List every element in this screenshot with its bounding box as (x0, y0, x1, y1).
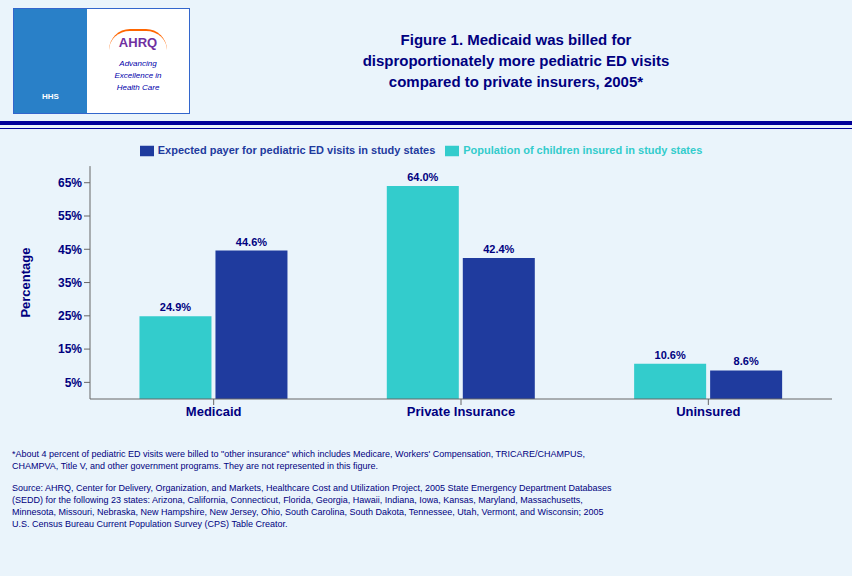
svg-text:24.9%: 24.9% (160, 301, 191, 313)
svg-text:8.6%: 8.6% (734, 355, 759, 367)
html-text:Expected payer for pediatric E: Expected payer for pediatric ED visits i… (157, 144, 436, 156)
svg-text:5%: 5% (65, 376, 83, 390)
html-text:Population of children insured: Population of children insured in study … (463, 144, 703, 156)
html-text:AHRQ: AHRQ (118, 34, 158, 50)
svg-text:64.0%: 64.0% (407, 171, 438, 183)
html-text:Advancing: Advancing (119, 58, 157, 68)
html-text:HHS: HHS (42, 92, 59, 101)
svg-text:Uninsured: Uninsured (676, 404, 740, 419)
html-text:Health Care: Health Care (116, 82, 160, 92)
html-text:Figure 1. Medicaid was billed: Figure 1. Medicaid was billed for dispro… (362, 30, 670, 90)
svg-text:42.4%: 42.4% (483, 243, 514, 255)
svg-text:44.6%: 44.6% (236, 236, 267, 248)
svg-text:55%: 55% (58, 209, 82, 223)
svg-text:15%: 15% (58, 342, 82, 356)
svg-text:Percentage: Percentage (18, 248, 33, 318)
html-text:*About 4 percent of pediatric: *About 4 percent of pediatric ED visits … (12, 449, 585, 471)
svg-text:Medicaid: Medicaid (186, 404, 242, 419)
svg-text:65%: 65% (58, 176, 82, 190)
html-text:Excellence in: Excellence in (114, 70, 162, 80)
svg-text:Private Insurance: Private Insurance (407, 404, 515, 419)
svg-text:10.6%: 10.6% (655, 349, 686, 361)
html-text:Source: AHRQ, Center for Deliv: Source: AHRQ, Center for Delivery, Organ… (12, 483, 612, 529)
svg-text:25%: 25% (58, 309, 82, 323)
svg-text:45%: 45% (58, 243, 82, 257)
svg-text:35%: 35% (58, 276, 82, 290)
